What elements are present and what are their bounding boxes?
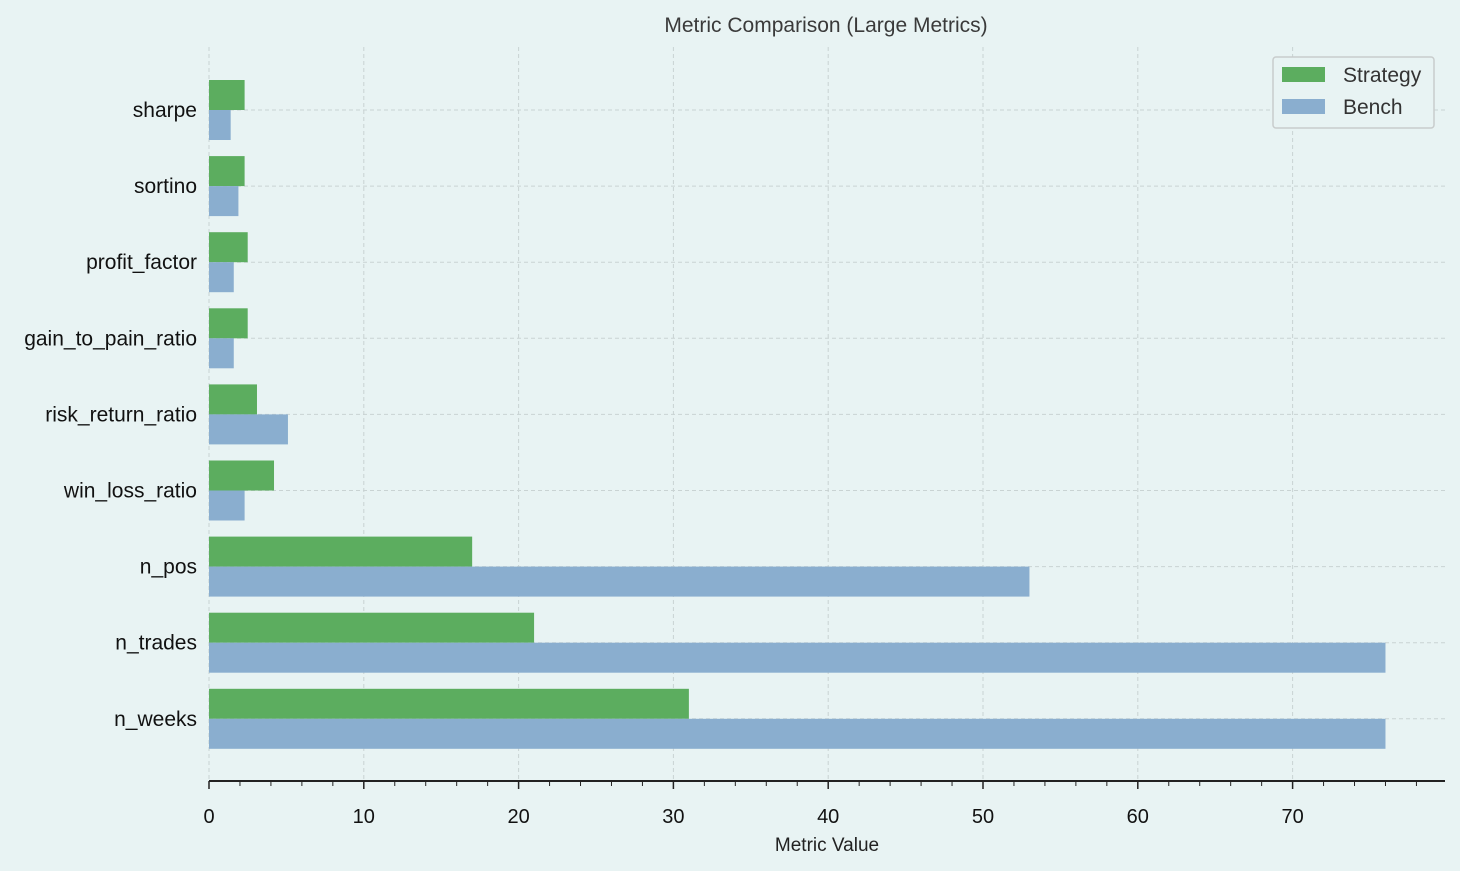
legend-label-bench: Bench — [1343, 96, 1403, 119]
bar-bench-win-loss-ratio — [209, 490, 245, 521]
x-tick-label: 30 — [662, 806, 684, 828]
x-tick-label: 60 — [1127, 806, 1149, 828]
y-tick-label: sharpe — [133, 99, 197, 122]
bar-bench-sharpe — [209, 110, 231, 140]
bar-bench-gain-to-pain-ratio — [209, 338, 234, 369]
y-tick-label: risk_return_ratio — [45, 403, 197, 426]
bar-strategy-sharpe — [209, 80, 245, 110]
bar-strategy-n-trades — [209, 612, 535, 643]
y-tick-label: sortino — [134, 175, 197, 198]
x-axis-label: Metric Value — [775, 835, 879, 856]
y-tick-label: n_trades — [115, 632, 197, 655]
y-tick-label: win_loss_ratio — [63, 480, 197, 503]
y-tick-label: profit_factor — [86, 251, 197, 274]
legend-swatch-strategy — [1282, 67, 1325, 82]
bar-bench-n-weeks — [209, 718, 1386, 749]
bars — [209, 80, 1386, 749]
bar-strategy-sortino — [209, 156, 245, 187]
x-tick-label: 0 — [203, 806, 214, 828]
x-tick-label: 50 — [972, 806, 994, 828]
chart-title: Metric Comparison (Large Metrics) — [664, 14, 987, 37]
legend: Strategy Bench — [1272, 56, 1435, 129]
x-axis: 0 10 20 30 40 50 60 70 — [203, 780, 1445, 828]
y-tick-labels: sharpe sortino profit_factor gain_to_pain_r… — [24, 99, 197, 731]
bar-strategy-n-pos — [209, 536, 473, 567]
bar-bench-profit-factor — [209, 262, 234, 293]
bar-strategy-profit-factor — [209, 232, 248, 263]
bar-strategy-win-loss-ratio — [209, 460, 275, 491]
bar-strategy-gain-to-pain-ratio — [209, 308, 248, 339]
x-tick-label: 40 — [817, 806, 839, 828]
bar-strategy-risk-return-ratio — [209, 384, 257, 415]
x-tick-label: 70 — [1281, 806, 1303, 828]
legend-swatch-bench — [1282, 99, 1325, 114]
bar-strategy-n-weeks — [209, 688, 689, 719]
bar-bench-sortino — [209, 186, 239, 217]
bar-bench-n-pos — [209, 566, 1030, 597]
bar-bench-risk-return-ratio — [209, 414, 288, 445]
x-tick-label: 20 — [507, 806, 529, 828]
legend-label-strategy: Strategy — [1343, 64, 1422, 87]
bar-bench-n-trades — [209, 642, 1386, 673]
y-tick-label: n_weeks — [114, 708, 197, 731]
y-tick-label: gain_to_pain_ratio — [24, 327, 197, 350]
y-tick-label: n_pos — [140, 556, 197, 579]
x-tick-label: 10 — [353, 806, 375, 828]
